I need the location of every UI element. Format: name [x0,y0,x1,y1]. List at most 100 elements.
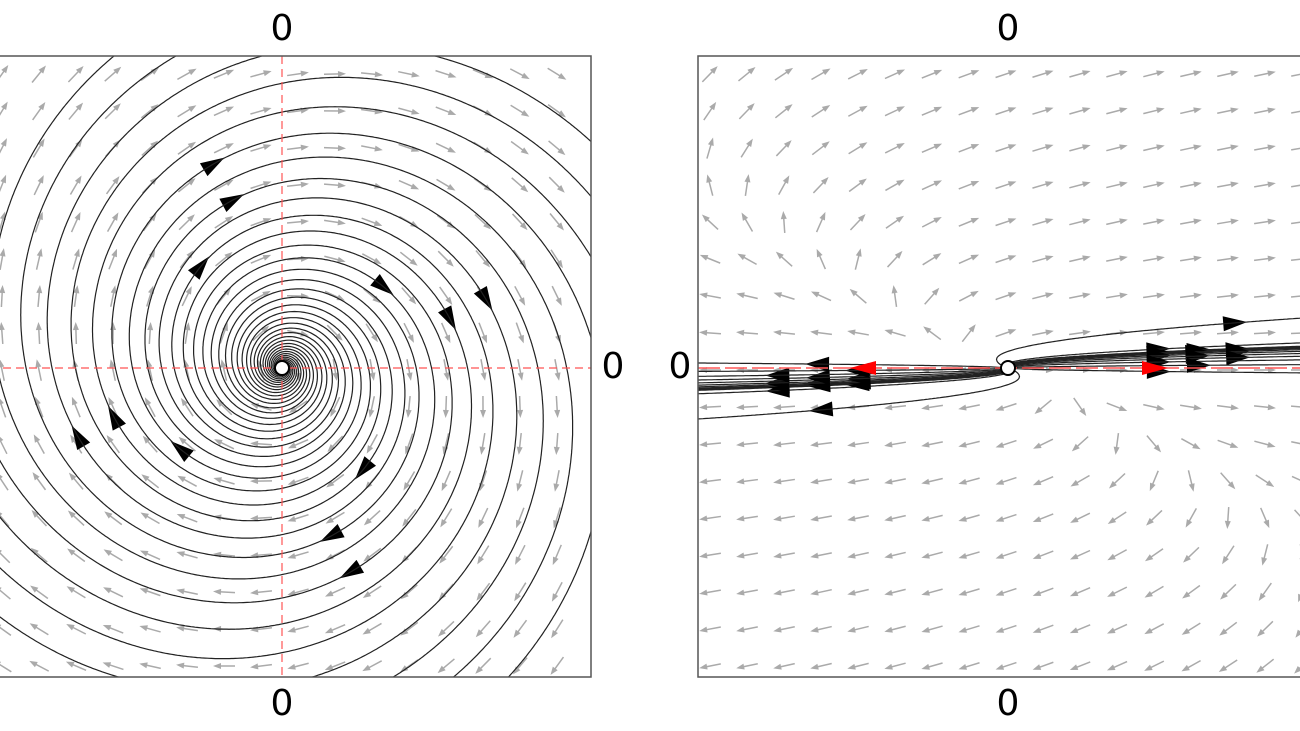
field-arrow [704,663,721,668]
field-arrow-head [113,103,121,112]
field-arrow-head [970,217,980,224]
field-arrow-head [66,586,75,594]
field-arrow-head [300,218,309,225]
field-arrow-head [1230,404,1239,411]
field-arrow [34,588,49,600]
field-arrow [219,328,227,344]
trajectory-arrow [438,305,456,331]
field-arrow [742,255,757,266]
field-arrow-head [741,212,749,221]
field-arrow-head [1156,292,1165,299]
field-arrow-head [1082,329,1091,336]
field-arrow [293,513,309,521]
field-arrow [293,476,309,484]
field-arrow [324,290,340,299]
field-arrow-head [746,103,755,111]
field-arrow [926,477,943,483]
field-arrow-head [108,396,115,406]
field-arrow [889,514,906,520]
trajectory [0,214,494,660]
field-arrow [961,328,973,343]
field-arrow [815,217,824,233]
field-arrow [144,626,161,633]
field-arrow [515,322,523,338]
field-arrow-head [111,248,118,258]
field-arrow [1075,512,1091,521]
field-arrow [549,213,561,227]
trajectory [91,106,591,506]
field-arrow-head [736,329,745,336]
field-arrow [398,70,415,76]
field-arrow-head [1107,517,1117,524]
field-arrow [0,253,4,270]
field-arrow-head [176,514,186,520]
field-arrow [1001,439,1017,447]
trajectory [698,369,1006,381]
field-arrow [145,589,161,597]
field-arrow [106,217,117,232]
field-arrow-head [699,589,708,596]
field-arrow-head [968,324,976,333]
field-arrow-head [187,105,197,112]
field-arrow-head [399,665,409,673]
left-frame [0,55,592,678]
field-arrow [741,294,758,300]
field-arrow-head [810,329,819,336]
field-arrow-head [933,69,943,76]
field-arrow [35,476,47,491]
field-arrow [213,108,229,117]
field-arrow [479,620,491,634]
field-arrow [958,71,974,79]
field-arrow-head [1069,664,1079,671]
field-arrow [1291,73,1300,77]
field-arrow-head [1107,627,1116,634]
field-arrow [926,441,943,446]
field-arrow [510,104,525,115]
field-arrow [0,143,5,154]
field-arrow [182,477,198,487]
field-arrow-head [1230,255,1239,262]
field-arrow [110,290,115,307]
field-arrow [815,588,832,594]
field-arrow [815,478,832,483]
field-arrow-head [699,552,708,559]
field-arrow [35,439,45,455]
field-arrow [1180,109,1197,115]
field-arrow [1217,439,1233,447]
field-arrow [1254,72,1271,78]
field-arrow-head [896,106,905,113]
field-arrow [108,514,123,526]
field-arrow [109,439,121,454]
field-arrow [815,552,832,557]
field-arrow-head [373,257,382,265]
field-arrow-head [410,183,420,190]
field-arrow-head [1193,255,1202,262]
field-arrow-head [822,68,831,76]
field-arrow-head [324,627,334,634]
field-arrow-head [484,146,493,154]
field-arrow [255,590,273,594]
field-arrow [367,622,382,633]
field-arrow-head [857,214,866,222]
field-arrow-head [1032,479,1042,486]
field-arrow [32,106,43,121]
field-arrow-head [103,549,112,557]
field-arrow [852,588,869,594]
field-arrow [146,439,158,453]
field-arrow [1069,71,1086,78]
field-arrow [255,516,273,520]
trajectory-arrow [473,285,493,311]
field-arrow-head [995,627,1005,633]
field-arrow-head [995,516,1005,522]
field-arrow [1291,110,1300,114]
field-arrow [250,293,266,302]
field-arrow [71,588,86,599]
field-arrow [1001,402,1017,410]
field-arrow-head [337,182,346,189]
field-arrow-head [1193,181,1202,188]
trajectory [46,56,591,539]
field-arrow-head [921,441,930,448]
field-arrow-head [847,626,856,633]
field-arrow [516,619,528,634]
field-arrow [1069,182,1086,189]
